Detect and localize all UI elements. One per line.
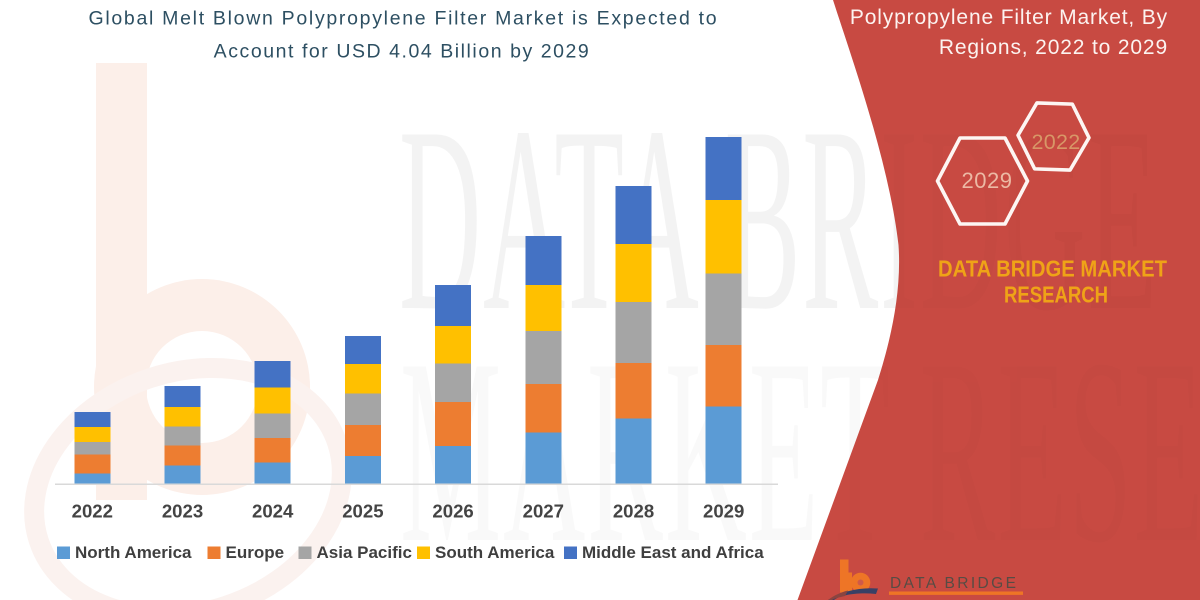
svg-text:South America: South America xyxy=(435,543,555,562)
svg-text:2022: 2022 xyxy=(1031,130,1080,154)
svg-text:DATA BRIDGE: DATA BRIDGE xyxy=(890,575,1018,592)
svg-text:2029: 2029 xyxy=(703,501,744,522)
svg-text:DATA BRIDGE MARKET: DATA BRIDGE MARKET xyxy=(938,256,1167,282)
svg-text:2029: 2029 xyxy=(962,168,1013,193)
svg-text:2025: 2025 xyxy=(342,501,383,522)
svg-text:Middle East and Africa: Middle East and Africa xyxy=(582,543,764,562)
svg-text:Account for USD 4.04 Billion b: Account for USD 4.04 Billion by 2029 xyxy=(214,41,591,63)
svg-text:2024: 2024 xyxy=(252,501,294,522)
svg-text:Regions, 2022 to 2029: Regions, 2022 to 2029 xyxy=(939,36,1168,59)
svg-text:2023: 2023 xyxy=(162,501,203,522)
svg-text:Europe: Europe xyxy=(226,543,285,562)
svg-text:Global Melt Blown Polypropylen: Global Melt Blown Polypropylene Filter M… xyxy=(88,7,718,29)
svg-text:2026: 2026 xyxy=(432,501,473,522)
svg-text:2028: 2028 xyxy=(613,501,654,522)
svg-text:Polypropylene Filter Market, B: Polypropylene Filter Market, By xyxy=(850,6,1168,29)
svg-text:North America: North America xyxy=(75,543,192,562)
svg-text:Asia Pacific: Asia Pacific xyxy=(317,543,412,562)
svg-text:2022: 2022 xyxy=(72,501,113,522)
svg-text:2027: 2027 xyxy=(523,501,564,522)
svg-text:RESEARCH: RESEARCH xyxy=(1004,282,1108,308)
